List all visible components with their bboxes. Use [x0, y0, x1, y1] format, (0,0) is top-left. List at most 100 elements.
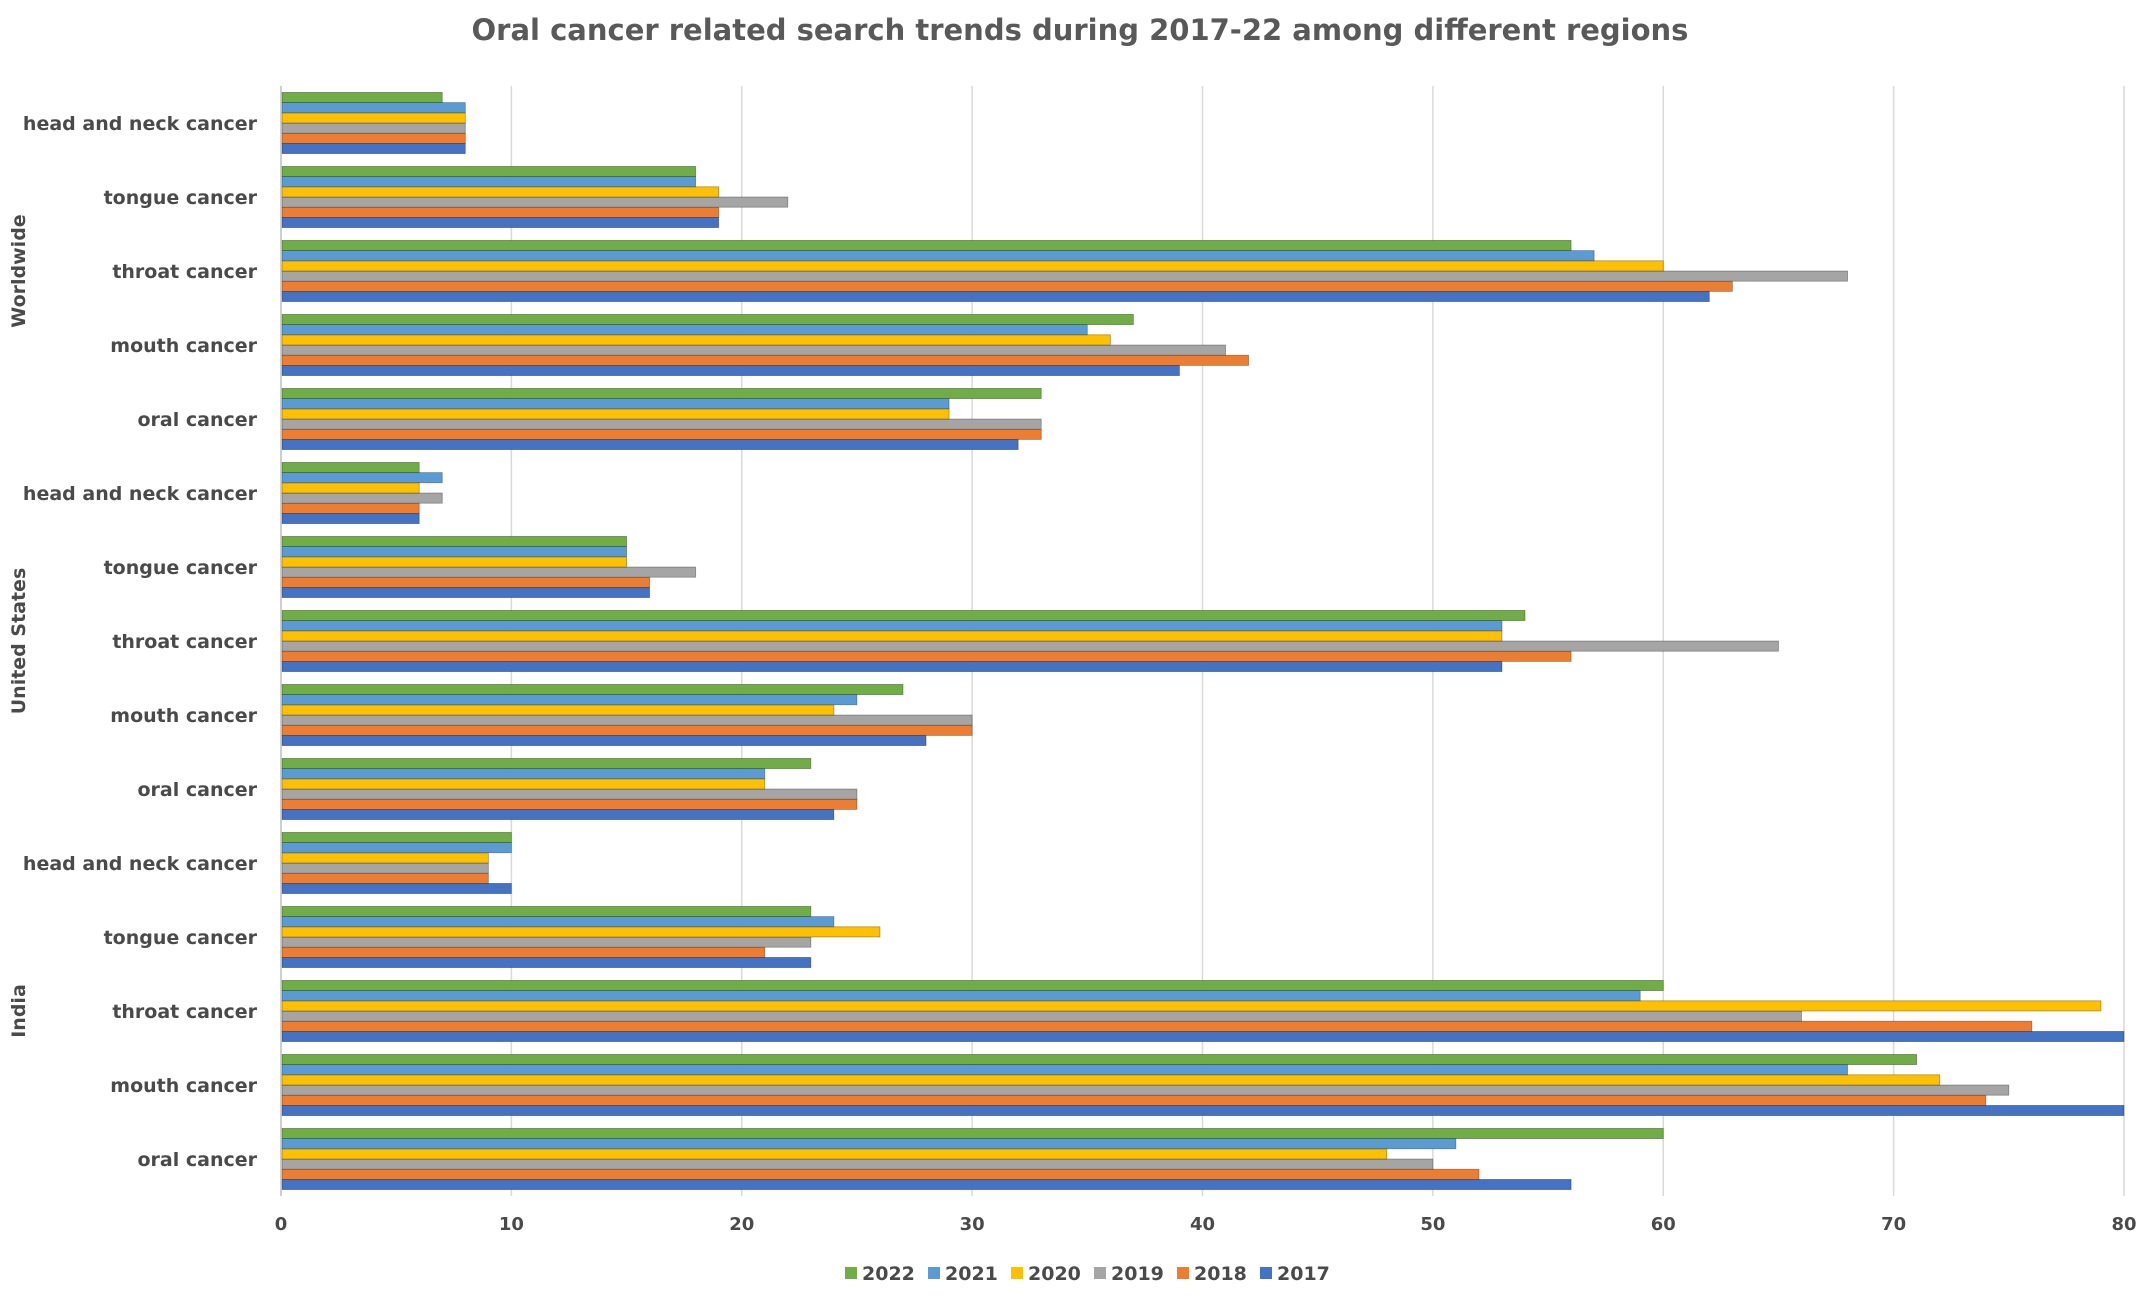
- bar-worldwide-tongue-cancer-2022: [281, 165, 697, 177]
- x-tick-label-30: 30: [960, 1214, 985, 1235]
- bar-worldwide-oral-cancer-2020: [281, 408, 950, 420]
- category-label: mouth cancer: [110, 705, 257, 727]
- bar-india-mouth-cancer-2021: [281, 1064, 1848, 1076]
- x-tick-label-10: 10: [499, 1214, 524, 1235]
- region-label-worldwide: Worldwide: [8, 214, 30, 327]
- bar-worldwide-head-and-neck-cancer-2021: [281, 102, 466, 114]
- bar-india-oral-cancer-2017: [281, 1179, 1572, 1191]
- category-label: head and neck cancer: [23, 483, 258, 505]
- category-label: throat cancer: [112, 631, 257, 653]
- category-label: head and neck cancer: [23, 853, 258, 875]
- legend-label-2018: 2018: [1194, 1263, 1247, 1285]
- bar-worldwide-throat-cancer-2020: [281, 260, 1664, 272]
- bar-worldwide-throat-cancer-2022: [281, 239, 1572, 251]
- category-label: tongue cancer: [104, 927, 258, 949]
- bar-worldwide-tongue-cancer-2019: [281, 196, 789, 208]
- category-label: mouth cancer: [110, 1075, 257, 1097]
- bar-india-throat-cancer-2018: [281, 1020, 2033, 1032]
- bar-worldwide-oral-cancer-2021: [281, 398, 950, 410]
- region-label-united-states: United States: [8, 568, 30, 715]
- bar-united-states-oral-cancer-2022: [281, 758, 812, 770]
- legend-label-2020: 2020: [1028, 1263, 1081, 1285]
- bar-united-states-mouth-cancer-2020: [281, 704, 835, 716]
- legend-swatch-2022: [845, 1267, 857, 1279]
- chart-title: Oral cancer related search trends during…: [472, 13, 1689, 47]
- bar-india-mouth-cancer-2019: [281, 1084, 2010, 1096]
- legend-label-2019: 2019: [1111, 1263, 1164, 1285]
- bar-united-states-head-and-neck-cancer-2019: [281, 492, 443, 504]
- bar-united-states-oral-cancer-2020: [281, 778, 766, 790]
- bar-india-mouth-cancer-2018: [281, 1094, 1987, 1106]
- bar-worldwide-oral-cancer-2017: [281, 438, 1019, 450]
- bar-india-tongue-cancer-2022: [281, 906, 812, 918]
- category-label: tongue cancer: [104, 187, 258, 209]
- legend-swatch-2017: [1260, 1267, 1272, 1279]
- bar-worldwide-head-and-neck-cancer-2019: [281, 122, 466, 134]
- bar-worldwide-head-and-neck-cancer-2020: [281, 112, 466, 124]
- category-label: throat cancer: [112, 1001, 257, 1023]
- x-tick-label-70: 70: [1881, 1214, 1906, 1235]
- bar-india-oral-cancer-2020: [281, 1148, 1388, 1160]
- bar-worldwide-mouth-cancer-2017: [281, 364, 1180, 376]
- bar-india-mouth-cancer-2017: [281, 1105, 2125, 1117]
- bar-india-tongue-cancer-2020: [281, 926, 881, 938]
- bar-united-states-mouth-cancer-2018: [281, 724, 973, 736]
- legend-label-2017: 2017: [1277, 1263, 1330, 1285]
- bar-united-states-throat-cancer-2021: [281, 620, 1503, 632]
- bar-united-states-throat-cancer-2019: [281, 640, 1779, 652]
- bar-worldwide-mouth-cancer-2018: [281, 354, 1249, 366]
- bar-worldwide-throat-cancer-2021: [281, 250, 1595, 262]
- bar-united-states-throat-cancer-2022: [281, 610, 1526, 622]
- legend-swatch-2019: [1094, 1267, 1106, 1279]
- x-tick-label-40: 40: [1190, 1214, 1215, 1235]
- bar-united-states-mouth-cancer-2021: [281, 694, 858, 706]
- legend-item-2018: 2018: [1177, 1263, 1247, 1285]
- x-tick-label-80: 80: [2111, 1214, 2136, 1235]
- bar-united-states-head-and-neck-cancer-2020: [281, 482, 420, 494]
- bar-united-states-tongue-cancer-2021: [281, 546, 627, 558]
- bar-india-tongue-cancer-2021: [281, 916, 835, 928]
- bar-india-throat-cancer-2019: [281, 1010, 1802, 1022]
- bar-worldwide-oral-cancer-2018: [281, 428, 1042, 440]
- bar-india-head-and-neck-cancer-2022: [281, 832, 512, 844]
- legend-swatch-2018: [1177, 1267, 1189, 1279]
- legend-label-2021: 2021: [945, 1263, 998, 1285]
- bar-worldwide-mouth-cancer-2020: [281, 334, 1111, 346]
- bar-worldwide-head-and-neck-cancer-2018: [281, 132, 466, 144]
- bar-united-states-head-and-neck-cancer-2018: [281, 502, 420, 514]
- bar-india-head-and-neck-cancer-2021: [281, 842, 512, 854]
- bar-united-states-tongue-cancer-2019: [281, 566, 697, 578]
- region-label-india: India: [8, 984, 30, 1038]
- legend-label-2022: 2022: [862, 1263, 915, 1285]
- bar-india-oral-cancer-2022: [281, 1128, 1664, 1140]
- category-label: head and neck cancer: [23, 113, 258, 135]
- bar-united-states-tongue-cancer-2017: [281, 587, 651, 599]
- bar-india-head-and-neck-cancer-2019: [281, 862, 489, 874]
- legend-item-2021: 2021: [928, 1263, 998, 1285]
- category-label: oral cancer: [137, 409, 257, 431]
- bar-india-throat-cancer-2017: [281, 1031, 2125, 1043]
- legend-item-2019: 2019: [1094, 1263, 1164, 1285]
- bar-worldwide-oral-cancer-2019: [281, 418, 1042, 430]
- bar-worldwide-mouth-cancer-2021: [281, 324, 1088, 336]
- bar-worldwide-throat-cancer-2017: [281, 290, 1710, 302]
- bar-worldwide-head-and-neck-cancer-2022: [281, 92, 443, 104]
- bar-united-states-mouth-cancer-2022: [281, 684, 904, 696]
- x-tick-label-50: 50: [1420, 1214, 1445, 1235]
- bar-india-head-and-neck-cancer-2018: [281, 872, 489, 884]
- bar-india-mouth-cancer-2022: [281, 1054, 1918, 1066]
- legend-item-2017: 2017: [1260, 1263, 1330, 1285]
- bar-worldwide-tongue-cancer-2021: [281, 176, 697, 188]
- bar-united-states-tongue-cancer-2022: [281, 536, 627, 548]
- bar-united-states-head-and-neck-cancer-2022: [281, 461, 420, 473]
- bar-united-states-oral-cancer-2021: [281, 768, 766, 780]
- legend-item-2022: 2022: [845, 1263, 915, 1285]
- category-labels: head and neck cancer tongue cancer throat …: [8, 113, 258, 1171]
- legend-swatch-2020: [1011, 1267, 1023, 1279]
- bar-worldwide-mouth-cancer-2022: [281, 313, 1134, 325]
- category-label: throat cancer: [112, 261, 257, 283]
- axes: 0 10 20 30 40 50 60 70 80: [275, 86, 2137, 1235]
- bar-worldwide-throat-cancer-2019: [281, 270, 1848, 282]
